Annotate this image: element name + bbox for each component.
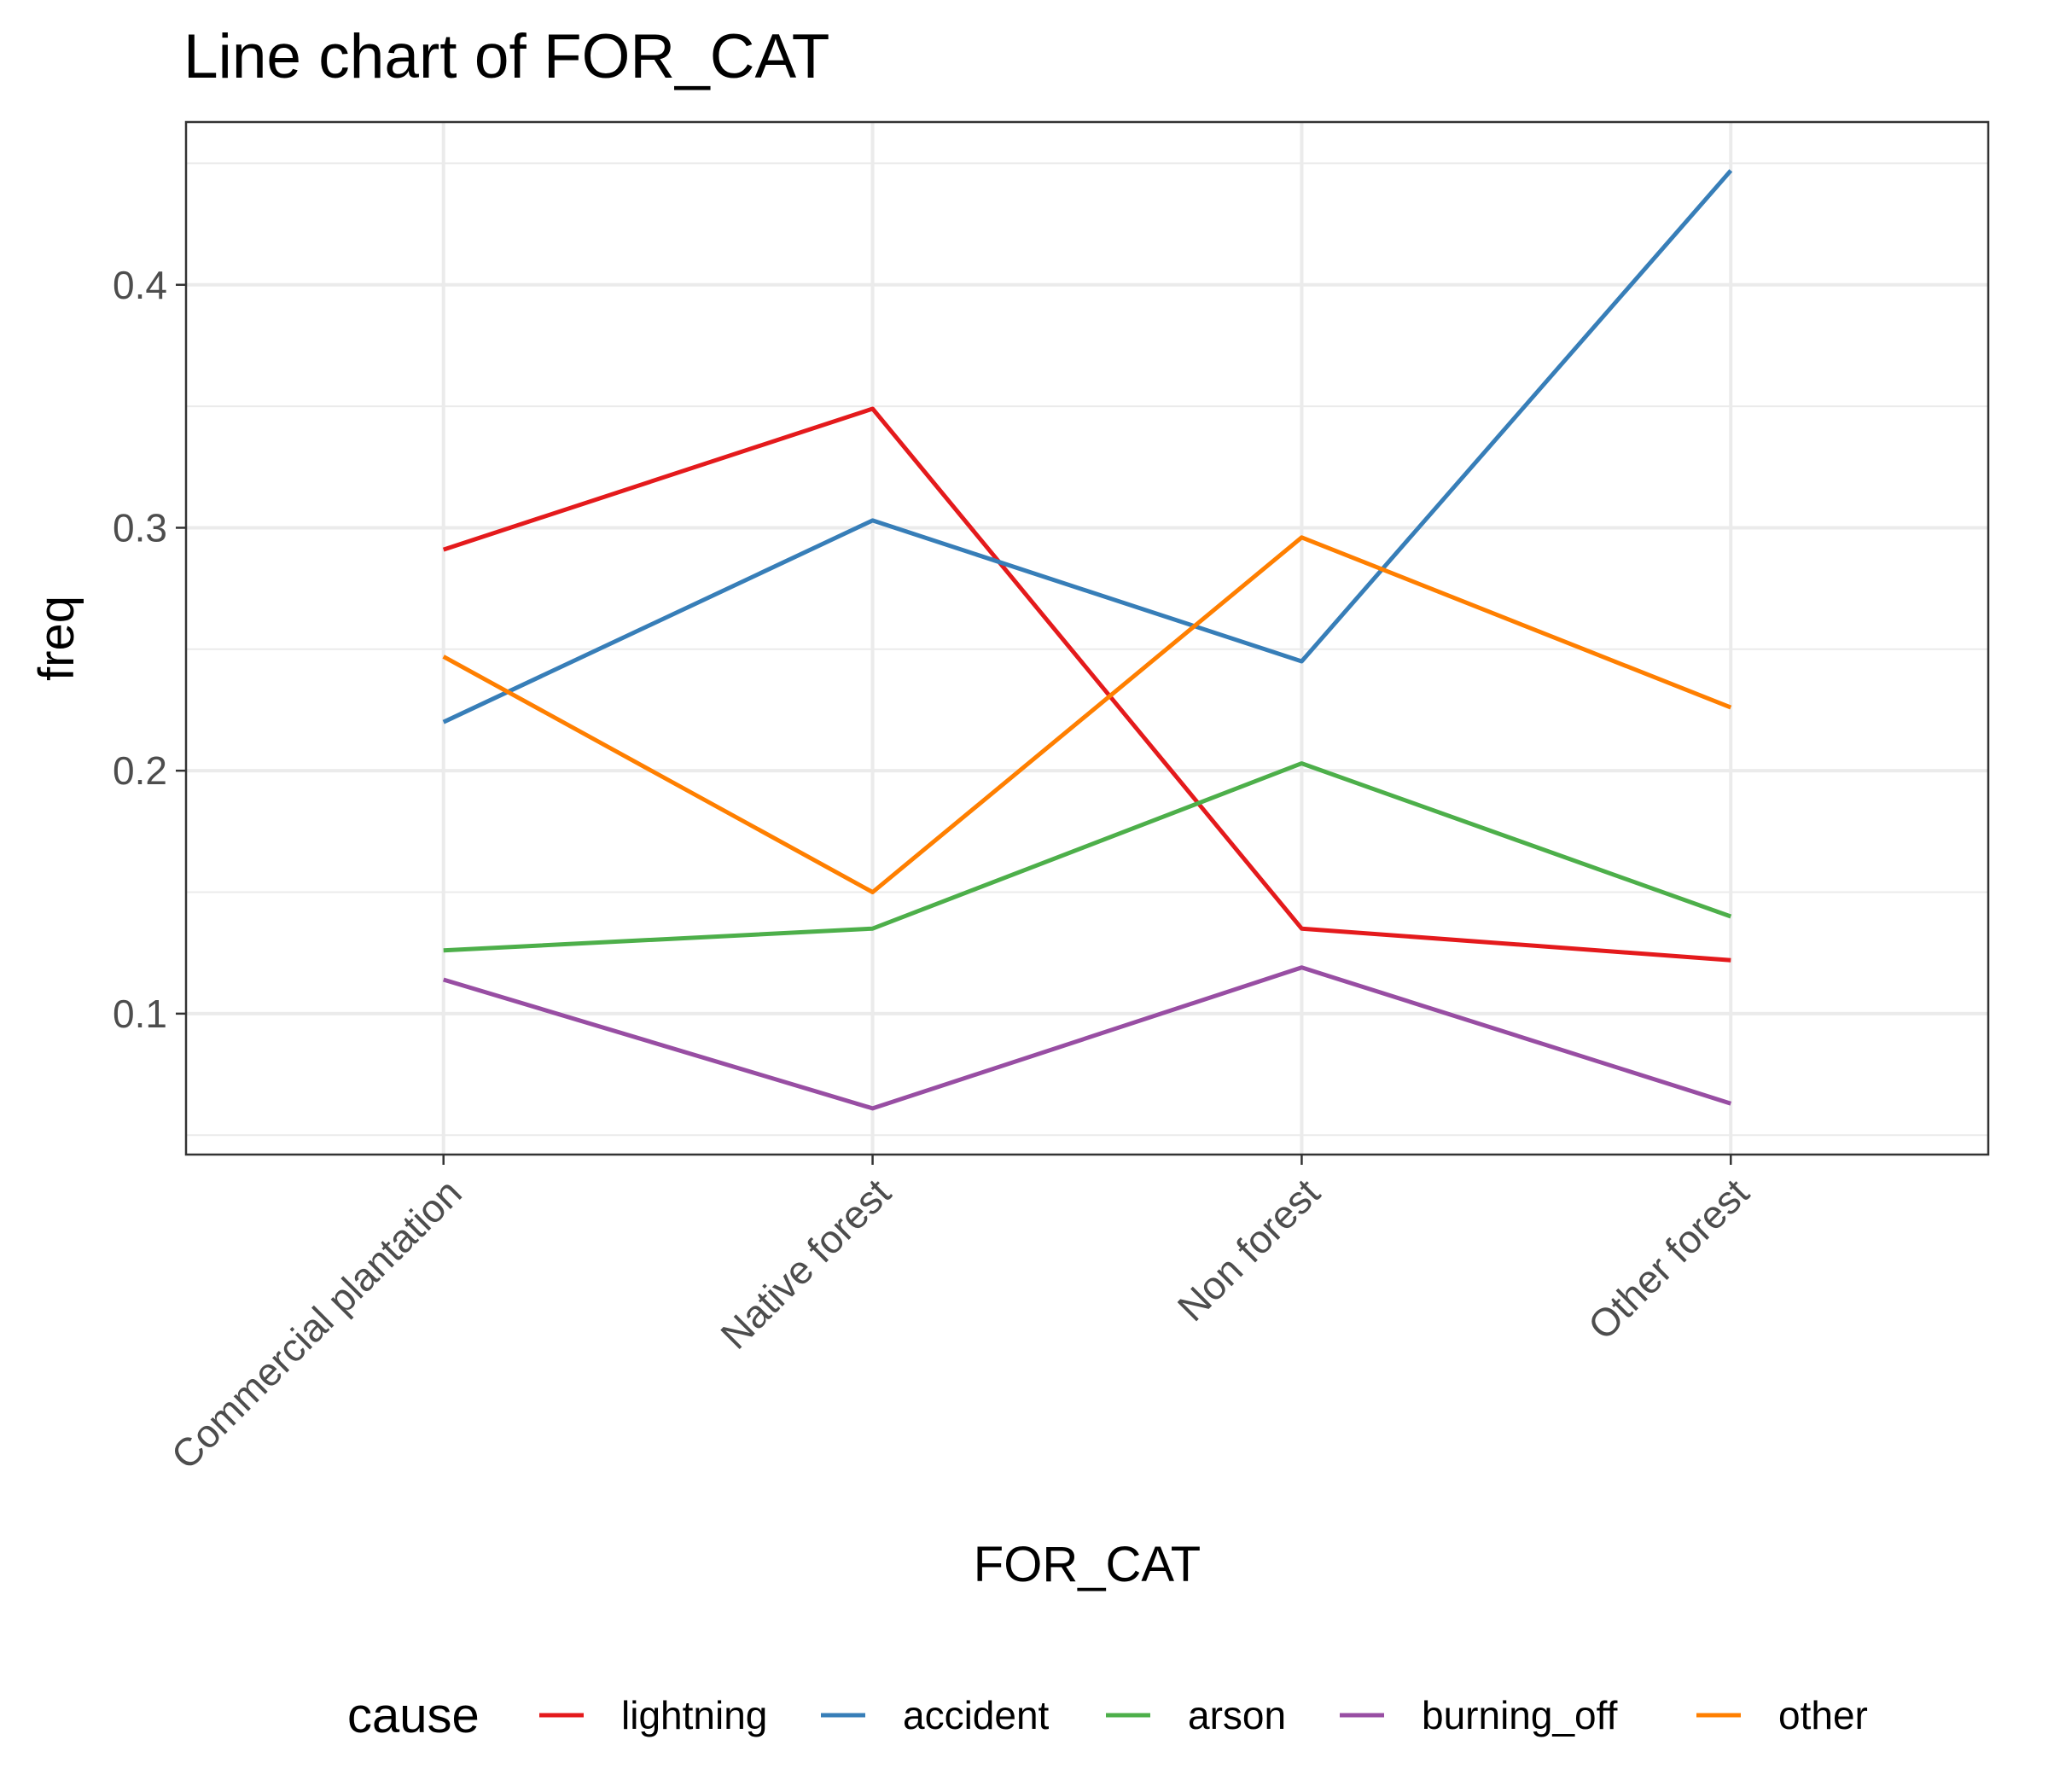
legend-label-lightning: lightning [621,1693,767,1737]
series-line-other [442,535,1732,894]
legend-label-arson: arson [1188,1693,1286,1737]
series-line-accident [442,169,1733,724]
legend-label-burning_off: burning_off [1422,1693,1618,1737]
x-tick-label: Other forest [1580,1170,1758,1348]
legend-label-other: other [1778,1693,1868,1737]
x-axis-title: FOR_CAT [974,1537,1201,1592]
chart-title: Line chart of FOR_CAT [183,22,829,91]
legend-label-accident: accident [903,1693,1050,1737]
y-axis-title: freq [29,596,84,681]
y-axis: 0.1 0.2 0.3 0.4 [113,263,186,1036]
plot-panel-border [184,120,1990,1156]
series-lines [442,169,1733,1111]
x-tick-label: Commercial plantation [162,1170,469,1477]
x-tick-label: Native forest [712,1170,899,1358]
x-tick-label: Non forest [1169,1170,1329,1329]
series-line-lightning [442,406,1731,963]
legend: cause lightning accident arson burning_off ot… [347,1688,1868,1743]
y-tick-label: 0.3 [113,505,167,550]
y-tick-label: 0.2 [113,748,167,793]
series-line-arson [443,761,1732,953]
y-tick-label: 0.4 [113,263,167,307]
series-line-burning_off [442,965,1732,1111]
y-tick-label: 0.1 [113,992,167,1036]
legend-title: cause [347,1688,480,1743]
grid [186,122,1988,1155]
x-axis: Commercial plantation Native forest Non fo… [162,1155,1758,1478]
